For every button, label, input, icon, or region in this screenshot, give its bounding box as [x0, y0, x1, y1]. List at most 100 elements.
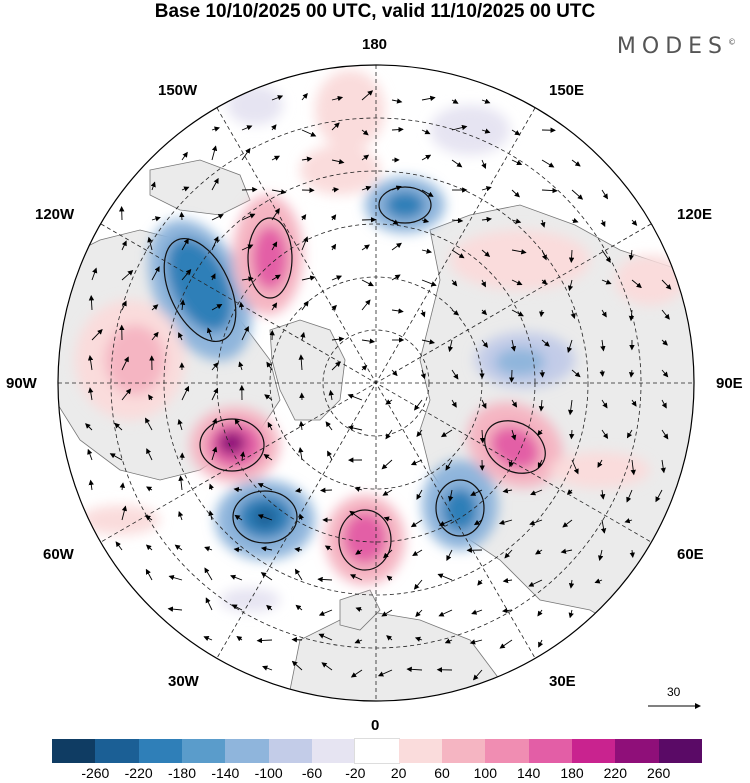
wind-vector: [205, 597, 213, 611]
wind-vector: [391, 126, 404, 133]
wind-vector: [298, 447, 304, 461]
wind-vector: [318, 609, 333, 616]
map-boundary: [57, 64, 695, 702]
wind-vector: [301, 93, 308, 101]
wind-vector: [167, 606, 183, 612]
wind-vector: [177, 418, 183, 431]
wind-vector: [211, 177, 219, 191]
wind-vector: [241, 213, 256, 221]
wind-vector: [320, 487, 333, 493]
wind-vector: [421, 129, 431, 135]
wind-vector: [597, 459, 603, 468]
wind-vector: [331, 361, 341, 371]
wind-vector: [291, 637, 303, 643]
wind-vector: [421, 189, 434, 197]
wind-vector: [631, 219, 638, 226]
wind-vector: [511, 399, 518, 408]
wind-vector: [385, 399, 393, 405]
colorbar-tick-label: -100: [254, 765, 283, 781]
wind-vector: [451, 124, 468, 131]
wind-vector: [271, 241, 278, 251]
wind-vector: [510, 339, 517, 352]
wind-vector: [109, 453, 123, 461]
wind-vector: [601, 249, 611, 263]
colorbar-swatch: [225, 739, 269, 763]
wind-vector: [294, 568, 303, 581]
wind-vector: [354, 486, 363, 492]
wind-vector: [211, 417, 218, 431]
wind-vector: [262, 665, 273, 671]
wind-vector: [538, 399, 545, 412]
wind-vector: [529, 519, 543, 526]
wind-vector: [211, 145, 218, 161]
wind-vector: [361, 90, 374, 101]
wind-vector: [446, 549, 453, 562]
wind-vector: [537, 429, 543, 436]
wind-vector: [151, 331, 159, 341]
colorbar-swatch: [485, 739, 529, 763]
map-title: Base 10/10/2025 00 UTC, valid 11/10/2025…: [154, 1, 596, 22]
wind-vector: [471, 609, 483, 615]
wind-vector: [599, 369, 605, 377]
wind-vector: [300, 331, 306, 341]
wind-vector: [600, 219, 606, 228]
wind-vector: [661, 309, 670, 320]
wind-vector: [354, 638, 363, 644]
colorbar-tick-label: -260: [81, 765, 110, 781]
wind-vector: [264, 394, 273, 401]
wind-vector: [511, 279, 523, 286]
wind-vector: [391, 308, 404, 314]
wind-vector: [178, 510, 184, 521]
wind-vector: [174, 544, 183, 551]
wind-vector: [481, 186, 492, 192]
wind-vector: [601, 429, 609, 440]
wind-vector: [151, 304, 159, 311]
wind-vector: [570, 309, 576, 319]
wind-vector: [438, 609, 453, 617]
wind-vector: [271, 207, 280, 221]
lon-label-180: 180: [362, 36, 388, 53]
wind-vector: [481, 98, 491, 104]
wind-vector: [146, 448, 153, 461]
wind-vector: [150, 181, 156, 191]
wind-vector: [481, 399, 487, 409]
wind-vector: [211, 126, 220, 132]
wind-vector: [386, 575, 393, 582]
wind-vector: [301, 236, 309, 251]
wind-vector: [537, 459, 543, 469]
wind-vector: [179, 211, 185, 221]
wind-vector: [330, 243, 337, 251]
wind-vector: [291, 660, 303, 671]
lon-label-60w: 60W: [43, 546, 74, 563]
wind-vector: [361, 279, 374, 287]
colorbar-tick-label: 260: [646, 765, 671, 781]
wind-vector: [600, 339, 606, 352]
wind-vector: [260, 546, 273, 552]
wind-vector: [626, 489, 633, 503]
wind-vector: [301, 275, 316, 281]
wind-vector: [601, 189, 608, 200]
wind-vector: [241, 125, 253, 131]
wind-vector: [234, 418, 243, 431]
lon-label-0: 0: [371, 717, 380, 734]
wind-vector: [661, 429, 669, 440]
colorbar-swatch: [95, 739, 139, 763]
wind-vector: [361, 129, 369, 136]
wind-vector: [415, 609, 423, 618]
wind-vector: [511, 159, 523, 165]
wind-vector: [511, 429, 517, 441]
wind-vector: [121, 356, 129, 371]
colorbar-swatch: [268, 739, 312, 763]
wind-vector: [241, 244, 254, 251]
wind-vector: [211, 304, 223, 311]
wind-vector: [121, 300, 127, 311]
wind-vector: [318, 633, 333, 641]
wind-vector: [537, 609, 543, 617]
wind-vector: [145, 417, 153, 431]
wind-vector: [206, 327, 213, 341]
wind-vector: [444, 638, 453, 644]
wind-vector: [211, 362, 219, 371]
wind-vector: [660, 459, 666, 474]
wind-vector: [331, 158, 345, 165]
wind-vector: [601, 279, 612, 285]
